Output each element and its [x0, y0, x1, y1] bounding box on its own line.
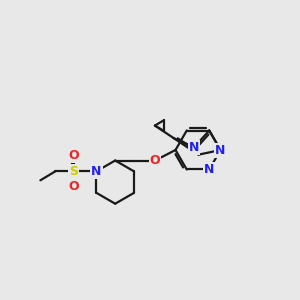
Text: O: O — [69, 180, 79, 194]
Text: O: O — [150, 154, 160, 167]
Text: O: O — [69, 149, 79, 162]
Text: N: N — [215, 143, 226, 157]
Text: N: N — [189, 141, 200, 154]
Text: N: N — [204, 163, 214, 176]
Text: S: S — [70, 165, 79, 178]
Text: N: N — [91, 165, 102, 178]
